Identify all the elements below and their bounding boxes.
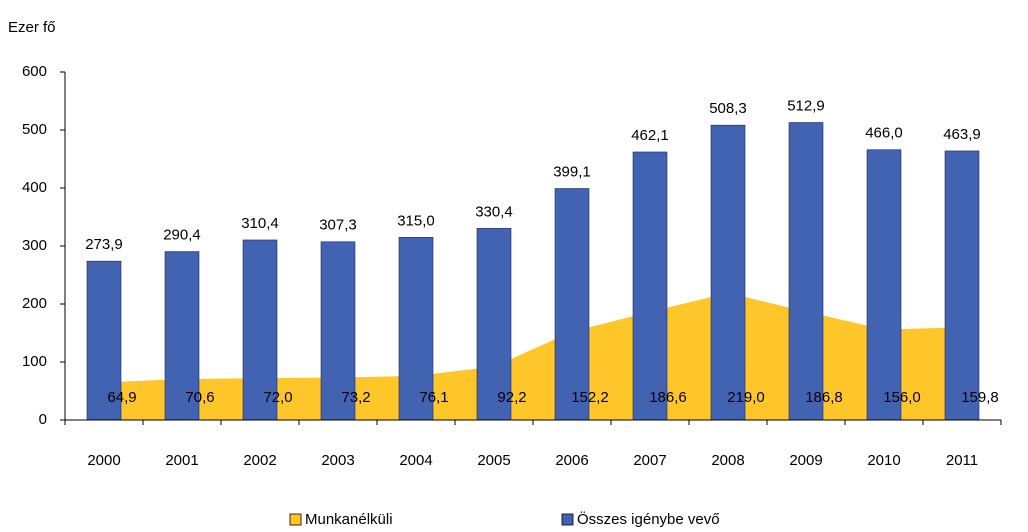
bar — [86, 260, 122, 421]
data-label: 307,3 — [319, 217, 357, 234]
data-label: 92,2 — [497, 389, 526, 406]
data-label: 463,9 — [943, 126, 981, 143]
x-tick-label: 2007 — [633, 452, 666, 469]
y-tick-label: 0 — [39, 411, 47, 428]
data-label: 186,6 — [649, 389, 687, 406]
data-label: 152,2 — [571, 389, 609, 406]
x-tick-label: 2002 — [243, 452, 276, 469]
data-label: 310,4 — [241, 215, 279, 232]
x-tick-label: 2000 — [87, 452, 120, 469]
bar — [164, 251, 200, 421]
x-tick-label: 2008 — [711, 452, 744, 469]
data-label: 462,1 — [631, 127, 669, 144]
bar — [632, 151, 668, 421]
data-label: 512,9 — [787, 97, 825, 114]
bar — [710, 124, 746, 421]
x-tick-label: 2004 — [399, 452, 432, 469]
data-label: 156,0 — [883, 389, 921, 406]
data-label: 70,6 — [185, 389, 214, 406]
bar — [320, 241, 356, 421]
x-tick-label: 2006 — [555, 452, 588, 469]
data-label: 76,1 — [419, 389, 448, 406]
bar — [944, 150, 980, 421]
legend-label: Munkanélküli — [305, 511, 393, 528]
data-label: 273,9 — [85, 236, 123, 253]
bar — [866, 149, 902, 421]
y-axis-label: Ezer fő — [8, 19, 56, 36]
legend-swatch — [561, 513, 574, 526]
data-label: 508,3 — [709, 100, 747, 117]
y-tick-label: 100 — [22, 353, 47, 370]
x-tick-label: 2011 — [946, 452, 978, 469]
x-tick-label: 2009 — [789, 452, 822, 469]
y-tick-label: 500 — [22, 121, 47, 138]
y-tick-label: 600 — [22, 63, 47, 80]
data-label: 219,0 — [727, 389, 765, 406]
data-label: 466,0 — [865, 125, 903, 142]
area — [104, 292, 962, 420]
legend-label: Összes igénybe vevő — [577, 510, 720, 528]
data-label: 399,1 — [553, 163, 591, 180]
data-label: 290,4 — [163, 227, 201, 244]
bar — [554, 188, 590, 421]
legend-swatch — [289, 513, 302, 526]
x-tick-label: 2001 — [165, 452, 198, 469]
x-tick-label: 2010 — [867, 452, 900, 469]
bar — [242, 239, 278, 421]
y-tick-label: 300 — [22, 237, 47, 254]
x-tick-label: 2003 — [321, 452, 354, 469]
data-label: 64,9 — [107, 389, 136, 406]
data-label: 159,8 — [961, 389, 999, 406]
bar — [476, 228, 512, 421]
data-label: 330,4 — [475, 203, 513, 220]
data-label: 72,0 — [263, 389, 292, 406]
data-label: 186,8 — [805, 389, 843, 406]
data-label: 315,0 — [397, 212, 435, 229]
y-tick-label: 200 — [22, 295, 47, 312]
bar — [788, 122, 824, 421]
x-tick-label: 2005 — [477, 452, 510, 469]
data-label: 73,2 — [341, 389, 370, 406]
y-tick-label: 400 — [22, 179, 47, 196]
